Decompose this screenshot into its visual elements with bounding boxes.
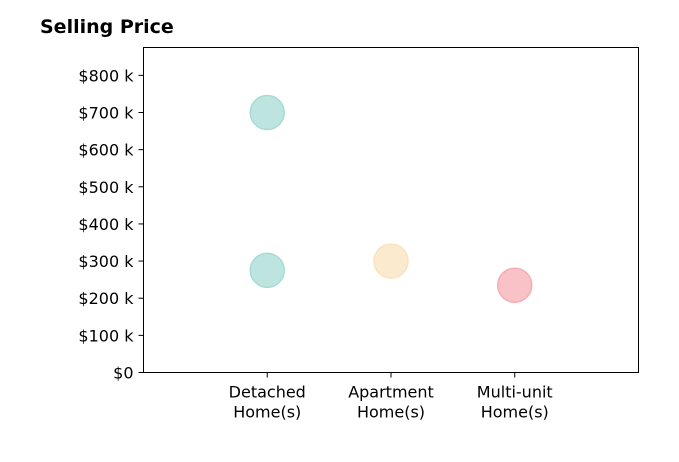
y-tick-label-1: $100 k [78,326,134,345]
chart-title: Selling Price [40,16,174,38]
y-tick-label-4: $400 k [78,215,134,234]
x-tick-label-2: Multi-unit Home(s) [477,383,553,422]
x-axis: Detached Home(s) Apartment Home(s) Multi-uni… [229,372,553,422]
y-tick-label-0: $0 [113,364,133,383]
plot-area-frame [143,47,639,373]
data-point-0 [249,94,285,131]
y-axis: $0 $100 k $200 k $300 k $400 k $500 k $600 k $7… [78,66,144,383]
data-point-3 [497,267,533,303]
y-tick-label-6: $600 k [78,141,134,160]
y-tick-label-3: $300 k [78,252,134,271]
y-tick-label-5: $500 k [78,178,134,197]
x-tick-label-0: Detached Home(s) [229,383,306,422]
y-tick-label-7: $700 k [78,104,134,123]
data-point-1 [249,252,285,289]
y-tick-label-8: $800 k [78,66,134,85]
x-tick-label-1: Apartment Home(s) [348,383,434,422]
points-layer [249,94,533,303]
y-tick-label-2: $200 k [78,289,134,308]
data-point-2 [373,243,409,279]
